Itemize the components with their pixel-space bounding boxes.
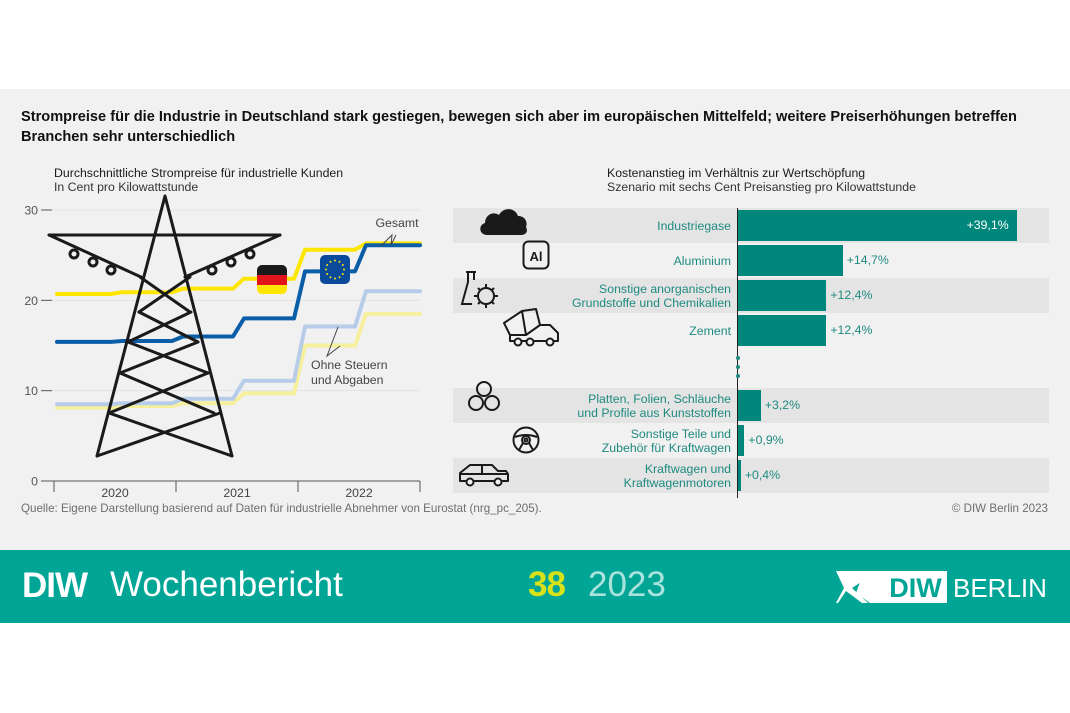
eu-star — [334, 277, 336, 280]
eu-star — [329, 260, 332, 263]
x-tick-label: 2022 — [345, 486, 373, 500]
banner-brand: DIW — [22, 566, 88, 605]
bar-category-label-line: Aluminium — [673, 253, 731, 268]
line-chart-title: Durchschnittliche Strompreise für indust… — [54, 166, 344, 180]
germany-flag-icon — [257, 265, 287, 294]
series-line-1 — [55, 243, 422, 344]
bar-value-label: +0,4% — [744, 468, 781, 482]
bar-category-label-line: Kraftwagenmotoren — [623, 475, 731, 490]
ellipsis-dot — [736, 365, 740, 369]
headline: Strompreise für die Industrie in Deutsch… — [21, 109, 1017, 145]
eu-star — [341, 273, 344, 275]
x-tick-label: 2021 — [223, 486, 251, 500]
pipes-icon — [468, 381, 500, 411]
bar-category-label-line: und Profile aus Kunststoffen — [577, 405, 731, 420]
bar-chart-title: Kostenanstieg im Verhältnis zur Wertschö… — [607, 166, 866, 180]
logo-diw-text: DIW — [889, 573, 942, 603]
bar-category-label: Industriegase — [657, 219, 731, 233]
line-chart-title-block: Durchschnittliche Strompreise für indust… — [54, 166, 343, 194]
y-tick-label: 0 — [31, 475, 38, 489]
annotation-gesamt: Gesamt — [375, 216, 419, 230]
steering-wheel-icon — [512, 426, 540, 454]
bar-value-label: +12,4% — [830, 323, 873, 337]
series-line-2 — [55, 289, 422, 407]
source-note: Quelle: Eigene Darstellung basierend auf… — [21, 502, 542, 515]
bar — [738, 460, 741, 491]
eu-star — [329, 276, 332, 279]
bar — [738, 315, 827, 346]
bar-category-label: Zement — [689, 324, 731, 338]
bar-category-label: Sonstige anorganischen Grundstoffe und Ch… — [572, 282, 731, 310]
annotation-ohne-steuern-pointer — [325, 326, 341, 358]
bar-category-label-line: Zubehör für Kraftwagen — [601, 440, 731, 455]
bar-chart-subtitle: Szenario mit sechs Cent Preisanstieg pro… — [607, 180, 916, 194]
gridlines — [48, 209, 420, 392]
car-icon — [459, 464, 509, 487]
eu-flag-icon — [320, 255, 350, 284]
eu-star — [326, 273, 329, 275]
diw-berlin-logo: DIW BERLIN — [836, 571, 1047, 603]
eu-star — [326, 264, 329, 266]
bar — [738, 245, 843, 276]
eu-star — [341, 264, 344, 266]
eu-star — [325, 268, 327, 271]
series-line-3 — [55, 311, 422, 410]
power-pylon-icon — [47, 194, 282, 458]
bar-value-label: +14,7% — [846, 253, 889, 267]
line-chart: 0 10 20 30 2020 2021 2022 — [24, 194, 422, 500]
bar-category-label-line: Zement — [689, 323, 731, 338]
annotation-ohne-steuern-line2: und Abgaben — [311, 373, 384, 387]
eu-star — [338, 276, 341, 279]
bar — [738, 425, 745, 456]
x-tick-label: 2020 — [101, 486, 129, 500]
y-tick-label: 30 — [24, 204, 38, 218]
diw-logo-mark-icon — [836, 571, 878, 603]
bar-category-label: Sonstige Teile und Zubehör für Kraftwagen — [602, 427, 731, 455]
bar-category-label-line: Sonstige Teile und — [630, 426, 731, 441]
bar-value-label: +0,9% — [748, 433, 784, 447]
bar-category-label-line: Platten, Folien, Schläuche — [588, 391, 731, 406]
bar-chart-baseline — [737, 208, 738, 498]
aluminium-icon: Al — [522, 240, 550, 270]
cloud-icon — [480, 209, 527, 235]
banner-publication: Wochenbericht — [110, 565, 343, 604]
bar-value-label: +39,1% — [966, 218, 1009, 232]
eu-star — [338, 260, 341, 263]
bar-value-label: +12,4% — [830, 288, 873, 302]
series-line-0 — [55, 241, 422, 296]
bar-category-label: Kraftwagen und Kraftwagenmotoren — [624, 462, 731, 490]
chemistry-flask-icon — [460, 271, 498, 308]
bar-category-label-line: Sonstige anorganischen — [599, 281, 731, 296]
logo-berlin-text: BERLIN — [953, 573, 1047, 603]
line-chart-subtitle: In Cent pro Kilowattstunde — [54, 180, 199, 194]
cement-mixer-truck-icon — [503, 308, 559, 347]
bar-chart-title-block: Kostenanstieg im Verhältnis zur Wertschö… — [607, 166, 916, 194]
bar — [738, 210, 1017, 241]
bar — [738, 280, 827, 311]
x-axis: 2020 2021 2022 — [41, 480, 421, 500]
bar-category-label: Platten, Folien, Schläuche und Profile au… — [577, 392, 731, 420]
y-tick-label: 10 — [24, 384, 38, 398]
bar-category-label-line: Kraftwagen und — [644, 461, 731, 476]
y-tick-label: 20 — [24, 294, 38, 308]
bar — [738, 390, 761, 421]
bar-category-label-line: Industriegase — [657, 218, 731, 233]
eu-star — [334, 259, 336, 262]
eu-star — [343, 268, 345, 271]
banner-issue-number: 38 — [528, 565, 566, 604]
aluminium-symbol: Al — [530, 249, 543, 264]
annotation-ohne-steuern-line1: Ohne Steuern — [311, 358, 388, 372]
bar-row-background — [453, 458, 1049, 493]
banner-year: 2023 — [588, 565, 666, 604]
bar-category-label-line: Grundstoffe und Chemikalien — [571, 295, 731, 310]
ellipsis-dot — [736, 374, 740, 378]
series-lines — [55, 241, 422, 410]
bar-value-label: +3,2% — [764, 398, 801, 412]
y-axis: 0 10 20 30 — [24, 204, 52, 489]
ellipsis-dot — [736, 356, 740, 360]
bar-chart: Industriegase +39,1% Aluminium +14,7% Sonsti… — [453, 208, 1049, 498]
bar-category-label: Aluminium — [674, 254, 731, 268]
annotation-gesamt-pointer — [380, 233, 397, 247]
copyright: © DIW Berlin 2023 — [951, 502, 1048, 515]
